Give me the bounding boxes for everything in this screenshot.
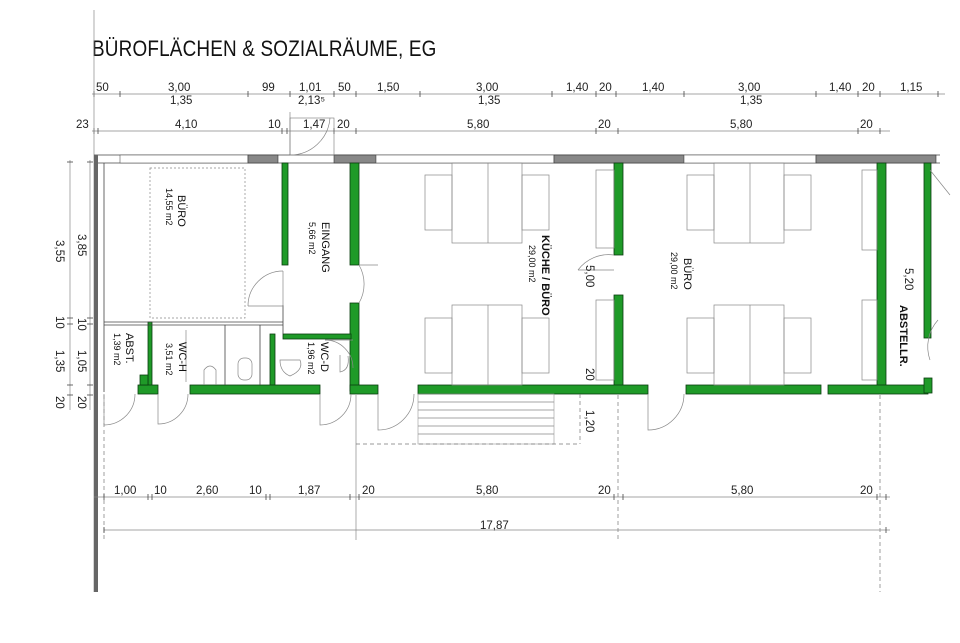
bottom-dim-5: 20 (362, 485, 375, 497)
top-dim-1-11: 1,40 (829, 82, 851, 94)
top-dim-1-10: 3,00 (738, 82, 760, 94)
top-dim-2-8: 20 (860, 119, 873, 131)
walls (137, 162, 933, 395)
interior-dimensions: 5,00 20 1,20 5,20 (583, 265, 914, 432)
bottom-dim-1: 10 (154, 485, 167, 497)
bottom-dim-6: 5,80 (476, 485, 498, 497)
top-dim-1-sub-2: 1,35 (478, 95, 500, 107)
left-dim-outer-0: 3,55 (53, 240, 65, 262)
top-dim-1-sub-3: 1,35 (740, 95, 762, 107)
top-dim-1-2: 99 (262, 82, 275, 94)
entrance-door (289, 117, 335, 156)
total-dimension: 17,87 (103, 520, 890, 533)
top-dim-1-13: 1,15 (900, 82, 922, 94)
top-dim-1-3: 1,01 (299, 82, 321, 94)
left-dim-inner-2: 1,05 (75, 350, 87, 372)
top-dim-2-0: 23 (76, 119, 89, 131)
left-dim-outer-3: 20 (53, 396, 65, 409)
room-name-kueche-buero: KÜCHE / BÜRO (539, 235, 552, 316)
room-name-wc-h: WC-H (176, 342, 188, 372)
bottom-dim-7: 20 (598, 485, 611, 497)
bottom-dim-2: 2,60 (196, 485, 218, 497)
left-dim-inner-0: 3,85 (75, 234, 87, 256)
top-dim-1-1: 3,00 (168, 82, 190, 94)
top-dim-2-2: 10 (268, 119, 281, 131)
interior-dim-2: 1,20 (583, 410, 595, 432)
top-dim-1-8: 20 (599, 82, 612, 94)
room-area-wc-h: 3,51 m2 (164, 343, 174, 376)
room-name-abst: ABST. (123, 333, 135, 364)
room-name-buero-2: BÜRO (681, 258, 693, 290)
top-dim-1-6: 3,00 (476, 82, 498, 94)
room-area-eingang: 5,66 m2 (307, 222, 317, 255)
bottom-dim-4: 1,87 (298, 485, 320, 497)
interior-dim-1: 20 (583, 368, 595, 381)
left-dim-outer-2: 1,35 (53, 350, 65, 372)
left-dimension-lines: 3,55 10 1,35 20 3,85 10 1,05 20 (53, 160, 93, 410)
partitions (103, 163, 284, 392)
left-dim-outer-1: 10 (53, 316, 65, 329)
room-area-kueche-buero: 29,00 m2 (527, 245, 537, 283)
bottom-dim-0: 1,00 (114, 485, 136, 497)
room-area-buero-1: 14,55 m2 (164, 188, 174, 226)
room-name-buero-1: BÜRO (175, 195, 187, 227)
bottom-dimension-line: 1,00 10 2,60 10 1,87 20 5,80 20 5,80 20 (94, 485, 890, 500)
top-dim-2-1: 4,10 (175, 119, 197, 131)
plan-title: BÜROFLÄCHEN & SOZIALRÄUME, EG (92, 36, 437, 61)
bottom-total: 17,87 (480, 520, 509, 532)
room-name-eingang: EINGANG (319, 222, 331, 273)
facade-left-wall (94, 155, 98, 592)
stairs (356, 393, 581, 445)
top-dim-2-5: 5,80 (467, 119, 489, 131)
top-dim-1-sub-0: 1,35 (170, 95, 192, 107)
room-area-wc-d: 1,96 m2 (306, 342, 316, 375)
top-dim-2-3: 1,47 (303, 119, 325, 131)
bottom-dim-8: 5,80 (731, 485, 753, 497)
top-dim-2-7: 5,80 (730, 119, 752, 131)
desks (149, 162, 878, 386)
doors (103, 169, 951, 431)
bottom-dim-9: 20 (860, 485, 873, 497)
room-area-buero-2: 29,00 m2 (669, 252, 679, 290)
left-dim-inner-1: 10 (75, 318, 87, 331)
interior-dim-3: 5,20 (902, 268, 914, 290)
room-labels: BÜRO 14,55 m2 EINGANG 5,66 m2 KÜCHE / BÜ… (112, 188, 909, 376)
facade-top (94, 154, 940, 164)
top-dim-1-7: 1,40 (566, 82, 588, 94)
top-dimension-line-1: 50 3,00 99 1,01 50 1,50 3,00 1,40 20 1,4… (92, 82, 945, 107)
room-name-abstellraum: ABSTELLR. (897, 305, 909, 367)
top-dim-1-12: 20 (862, 82, 875, 94)
top-dim-1-0: 50 (96, 82, 109, 94)
top-dim-1-4: 50 (338, 82, 351, 94)
interior-dim-0: 5,00 (583, 265, 595, 287)
top-dim-2-4: 20 (337, 119, 350, 131)
top-dim-1-sub-1: 2,13⁵ (298, 95, 325, 107)
bottom-dim-3: 10 (249, 485, 262, 497)
left-dim-inner-3: 20 (75, 396, 87, 409)
room-name-wc-d: WC-D (318, 342, 330, 372)
top-dimension-line-2: 23 4,10 10 1,47 20 5,80 20 5,80 20 (76, 119, 890, 134)
sanitary-fixtures (185, 330, 349, 385)
top-dim-2-6: 20 (598, 119, 611, 131)
room-area-abst: 1,39 m2 (112, 333, 122, 366)
top-dim-1-9: 1,40 (642, 82, 664, 94)
top-dim-1-5: 1,50 (377, 82, 399, 94)
